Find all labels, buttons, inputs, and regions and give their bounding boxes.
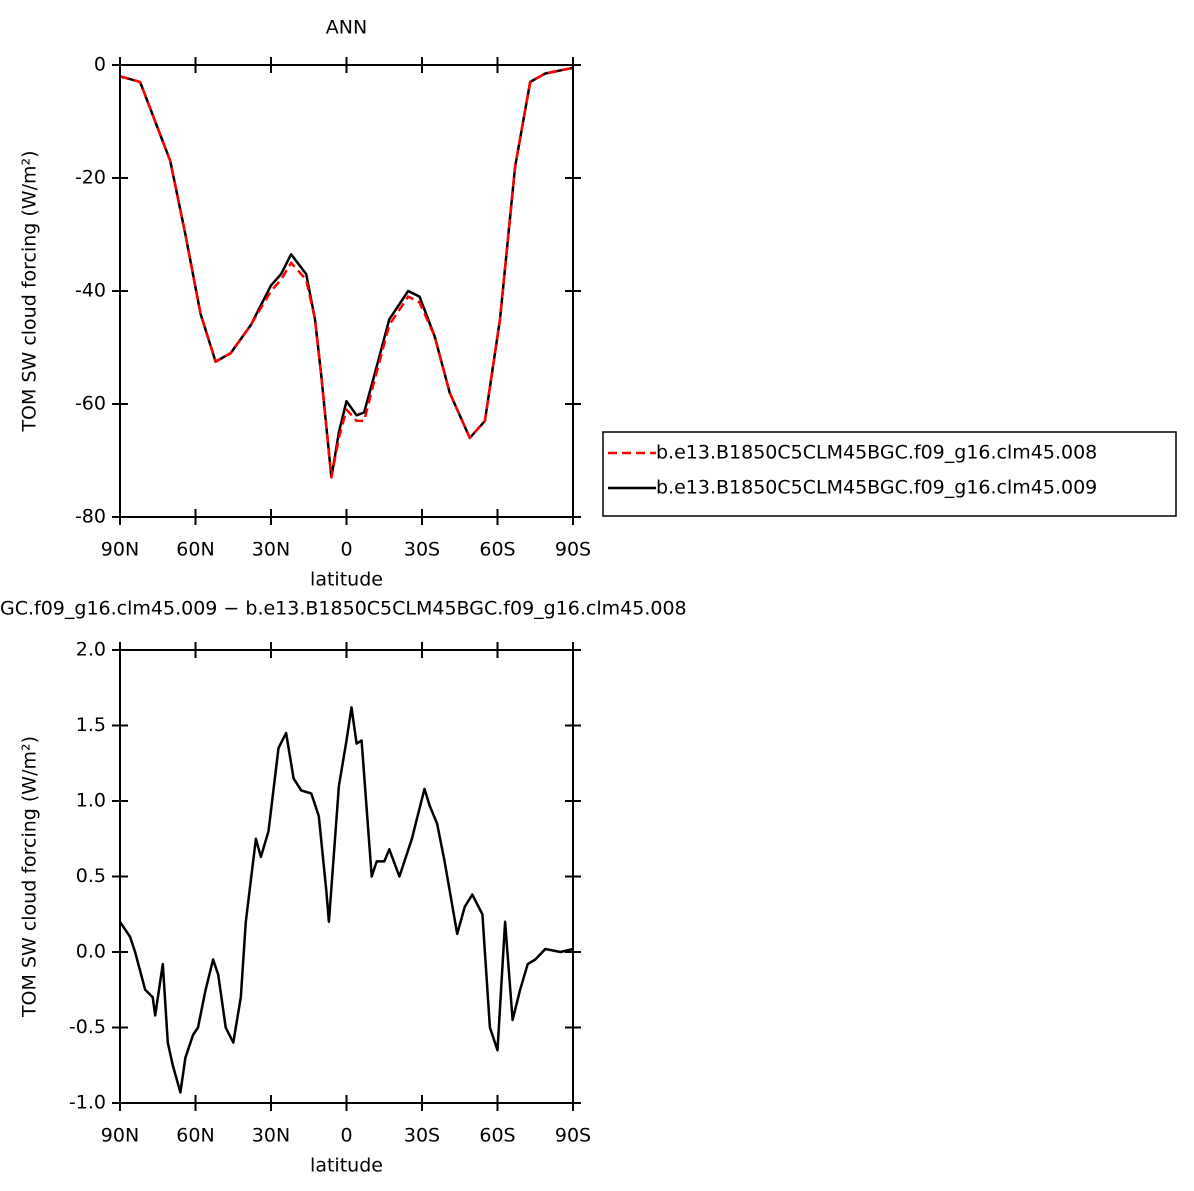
- x-tick-label: 90N: [101, 1125, 139, 1147]
- y-tick-label: 0.0: [76, 941, 106, 963]
- y-tick-label: 1.0: [76, 790, 106, 812]
- x-tick-label: 60N: [176, 539, 214, 561]
- x-tick-label: 30S: [404, 539, 440, 561]
- chart-title: GC.f09_g16.clm45.009 − b.e13.B1850C5CLM4…: [0, 598, 687, 620]
- plot-frame: [119, 64, 574, 518]
- x-tick-label: 90N: [101, 539, 139, 561]
- x-tick-label: 90S: [555, 539, 591, 561]
- y-axis-label: TOM SW cloud forcing (W/m²): [19, 736, 41, 1018]
- y-tick-label: -40: [75, 280, 106, 302]
- y-tick-label: 0: [94, 54, 106, 76]
- y-tick-label: 0.5: [76, 865, 106, 887]
- y-tick-label: -60: [75, 393, 106, 415]
- x-axis-label: latitude: [310, 1155, 383, 1177]
- x-tick-label: 60S: [479, 1125, 515, 1147]
- x-axis-label: latitude: [310, 569, 383, 591]
- data-line: [118, 706, 574, 1094]
- x-tick-label: 60S: [479, 539, 515, 561]
- y-tick-label: -80: [75, 506, 106, 528]
- plot-frame: [119, 649, 574, 1104]
- data-line: [119, 66, 574, 479]
- y-tick-label: 1.5: [76, 714, 106, 736]
- x-tick-label: 30N: [252, 1125, 290, 1147]
- y-tick-label: -0.5: [69, 1016, 106, 1038]
- x-tick-label: 60N: [176, 1125, 214, 1147]
- legend-label: b.e13.B1850C5CLM45BGC.f09_g16.clm45.009: [656, 477, 1097, 499]
- chart-title: ANN: [326, 17, 367, 39]
- y-axis-label: TOM SW cloud forcing (W/m²): [19, 150, 41, 432]
- x-tick-label: 0: [340, 539, 352, 561]
- data-line: [119, 66, 574, 479]
- legend-label: b.e13.B1850C5CLM45BGC.f09_g16.clm45.008: [656, 442, 1097, 464]
- legend-box: [602, 431, 1177, 517]
- x-tick-label: 0: [340, 1125, 352, 1147]
- x-tick-label: 90S: [555, 1125, 591, 1147]
- x-tick-label: 30N: [252, 539, 290, 561]
- y-tick-label: -20: [75, 167, 106, 189]
- y-tick-label: 2.0: [76, 639, 106, 661]
- x-tick-label: 30S: [404, 1125, 440, 1147]
- y-tick-label: -1.0: [69, 1092, 106, 1114]
